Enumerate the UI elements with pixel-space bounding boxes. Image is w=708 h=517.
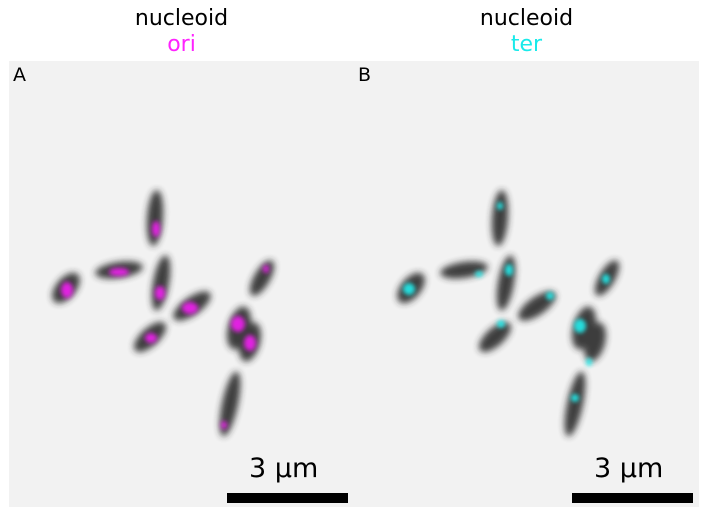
panel-a: nucleoid ori [9, 0, 354, 517]
panel-a-title: nucleoid ori [9, 6, 354, 58]
panel-b-scale-label: 3 µm [594, 453, 664, 484]
panel-b-title-nucleoid: nucleoid [479, 6, 574, 31]
panel-b: nucleoid ter [354, 0, 699, 517]
panel-b-scale-bar [572, 493, 693, 503]
panel-b-title-ter: ter [510, 32, 543, 57]
panel-b-micrograph [354, 61, 699, 507]
panel-a-label: A [13, 64, 26, 86]
panel-a-title-nucleoid: nucleoid [134, 6, 229, 31]
panel-a-title-ori: ori [167, 32, 196, 57]
panel-a-scale-label: 3 µm [249, 453, 319, 484]
panel-a-scale-bar [227, 493, 348, 503]
panel-b-title: nucleoid ter [354, 6, 699, 58]
panel-b-label: B [358, 64, 372, 86]
panel-a-micrograph [9, 61, 354, 507]
